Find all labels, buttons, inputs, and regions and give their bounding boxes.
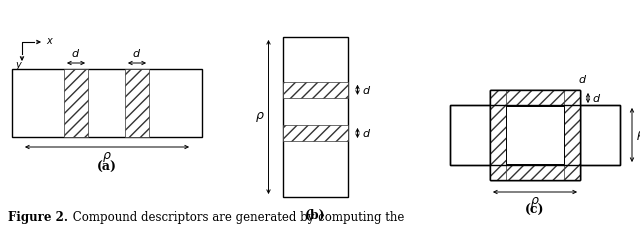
- Text: $x$: $x$: [46, 36, 54, 46]
- Bar: [490, 164, 580, 180]
- Text: (b): (b): [305, 209, 325, 222]
- Text: $y$: $y$: [15, 60, 23, 72]
- Text: $\rho$: $\rho$: [255, 110, 264, 124]
- Bar: [125, 69, 149, 137]
- Bar: [564, 90, 580, 180]
- Text: Compound descriptors are generated by computing the: Compound descriptors are generated by co…: [69, 211, 404, 224]
- Text: (a): (a): [97, 161, 117, 174]
- Bar: [282, 125, 348, 141]
- Bar: [490, 90, 580, 180]
- Bar: [282, 82, 348, 98]
- Text: $d$: $d$: [362, 84, 371, 96]
- Text: $d$: $d$: [578, 73, 587, 85]
- Bar: [450, 105, 620, 165]
- Bar: [490, 90, 580, 106]
- Text: $\rho$: $\rho$: [530, 195, 540, 209]
- Bar: [490, 90, 580, 180]
- Text: $d$: $d$: [592, 92, 601, 104]
- Bar: [282, 37, 348, 197]
- Text: $d$: $d$: [132, 47, 141, 59]
- Bar: [490, 90, 580, 180]
- Bar: [64, 69, 88, 137]
- Text: $d$: $d$: [362, 127, 371, 139]
- Bar: [450, 105, 620, 165]
- Bar: [506, 106, 564, 164]
- Text: $d$: $d$: [72, 47, 81, 59]
- Text: (c): (c): [525, 204, 545, 217]
- Bar: [12, 69, 202, 137]
- Text: $\rho$: $\rho$: [102, 150, 112, 164]
- Bar: [490, 90, 506, 180]
- Text: $\rho$: $\rho$: [636, 128, 640, 142]
- Text: Figure 2.: Figure 2.: [8, 211, 68, 224]
